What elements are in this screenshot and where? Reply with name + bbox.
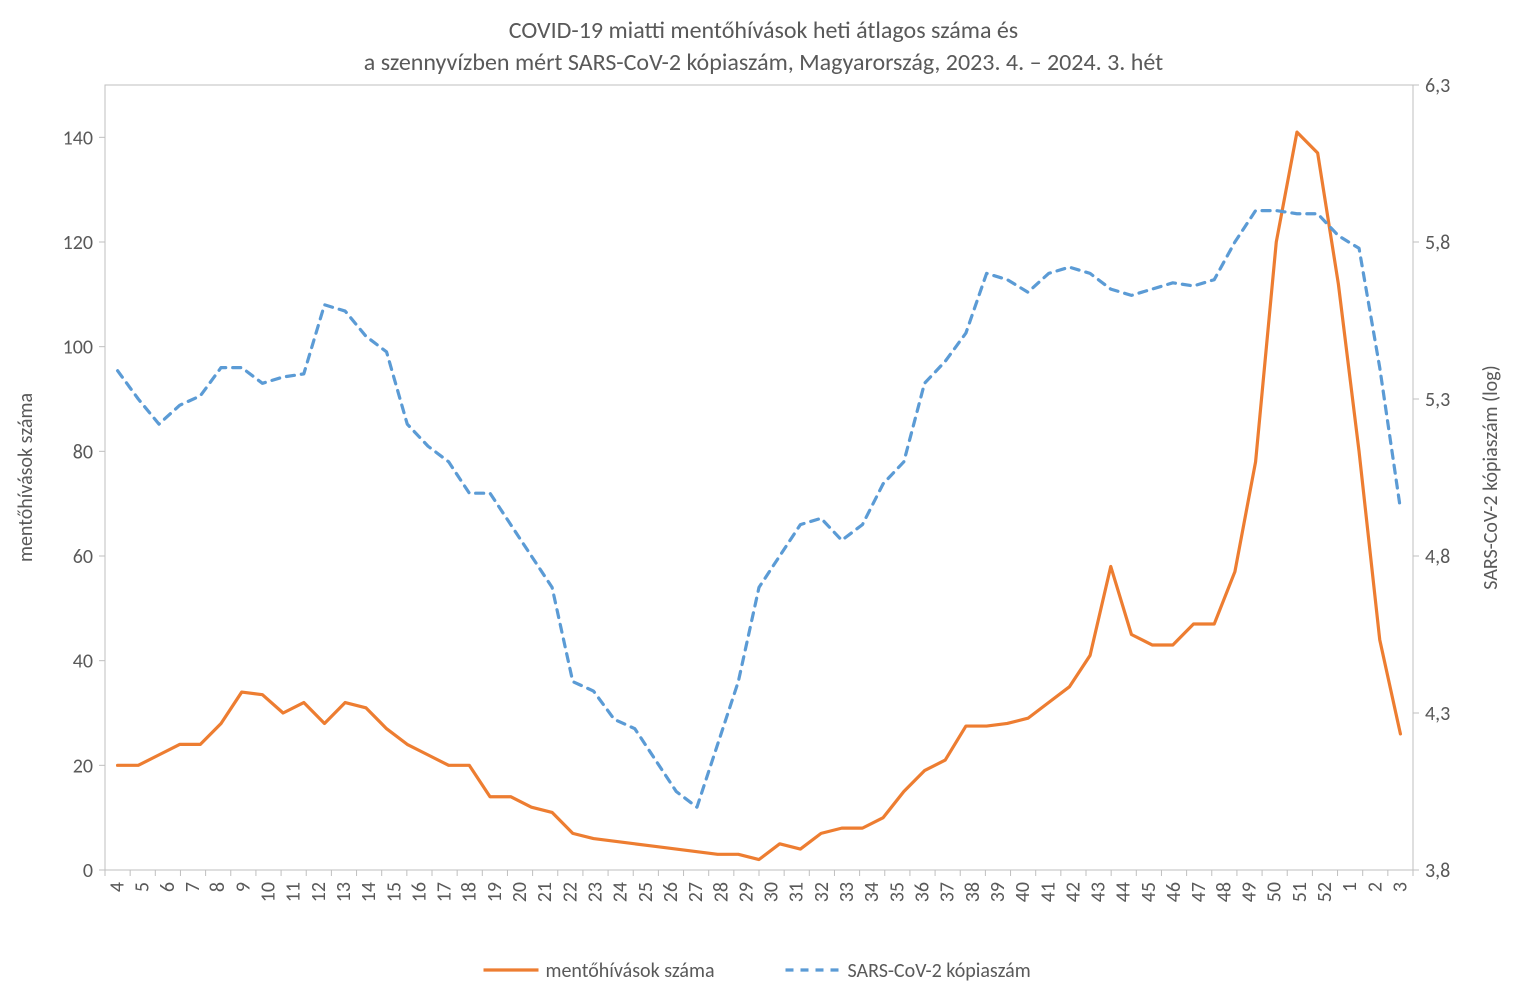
x-tick-label: 10	[257, 882, 281, 902]
x-tick-label: 39	[986, 882, 1010, 902]
y-left-tick-label: 140	[63, 126, 93, 150]
y-left-tick-label: 100	[63, 336, 93, 360]
plot-border	[105, 85, 1413, 870]
x-tick-label: 9	[231, 882, 255, 892]
x-tick-label: 23	[584, 882, 608, 902]
x-tick-label: 24	[609, 882, 633, 902]
x-tick-label: 51	[1288, 882, 1312, 902]
x-tick-label: 25	[634, 882, 658, 902]
x-tick-label: 44	[1112, 882, 1136, 902]
x-tick-label: 35	[885, 882, 909, 902]
chart-container: COVID-19 miatti mentőhívások heti átlago…	[0, 0, 1527, 997]
y-left-tick-label: 120	[63, 231, 93, 255]
x-tick-label: 49	[1238, 882, 1262, 902]
x-tick-label: 52	[1313, 882, 1337, 902]
x-tick-label: 5	[131, 882, 155, 892]
x-tick-label: 33	[835, 882, 859, 902]
x-tick-label: 30	[760, 882, 784, 902]
chart-title-line1: COVID-19 miatti mentőhívások heti átlago…	[509, 16, 1018, 45]
x-tick-label: 1	[1338, 882, 1362, 892]
x-tick-label: 13	[332, 882, 356, 902]
x-tick-label: 29	[734, 882, 758, 902]
x-tick-label: 46	[1162, 882, 1186, 902]
x-tick-label: 48	[1212, 882, 1236, 902]
x-tick-label: 47	[1187, 882, 1211, 902]
x-tick-label: 8	[206, 882, 230, 892]
x-tick-label: 6	[156, 882, 180, 892]
y-right-tick-label: 5,3	[1425, 388, 1450, 412]
x-tick-label: 20	[508, 882, 532, 902]
y-left-tick-label: 60	[73, 545, 93, 569]
x-tick-label: 31	[785, 882, 809, 902]
y-right-tick-label: 3,8	[1425, 859, 1450, 883]
x-tick-label: 14	[357, 882, 381, 902]
x-tick-label: 43	[1087, 882, 1111, 902]
legend-label: mentőhívások száma	[546, 959, 715, 983]
x-tick-label: 45	[1137, 882, 1161, 902]
x-tick-label: 19	[483, 882, 507, 902]
x-tick-label: 7	[181, 882, 205, 892]
y-right-tick-label: 4,3	[1425, 702, 1450, 726]
x-tick-label: 17	[433, 882, 457, 902]
x-tick-label: 3	[1388, 882, 1412, 892]
legend-label: SARS-CoV-2 kópiaszám	[848, 959, 1031, 983]
chart-title-line2: a szennyvízben mért SARS-CoV-2 kópiaszám…	[364, 48, 1163, 77]
x-tick-label: 15	[382, 882, 406, 902]
x-tick-label: 38	[961, 882, 985, 902]
x-tick-label: 4	[106, 882, 130, 892]
y-left-tick-label: 40	[73, 650, 93, 674]
chart-svg: COVID-19 miatti mentőhívások heti átlago…	[0, 0, 1527, 997]
x-tick-label: 22	[558, 882, 582, 902]
x-tick-label: 50	[1263, 882, 1287, 902]
y-left-axis-label: mentőhívások száma	[14, 393, 38, 562]
x-tick-label: 26	[659, 882, 683, 902]
y-left-tick-label: 0	[83, 859, 93, 883]
x-tick-label: 16	[407, 882, 431, 902]
y-right-tick-label: 4,8	[1425, 545, 1450, 569]
x-tick-label: 11	[282, 882, 306, 902]
y-right-tick-label: 6,3	[1425, 74, 1450, 98]
y-right-axis-label: SARS-CoV-2 kópiaszám (log)	[1479, 365, 1503, 589]
series-line	[118, 211, 1401, 808]
y-right-tick-label: 5,8	[1425, 231, 1450, 255]
series-line	[118, 132, 1401, 859]
x-tick-label: 34	[860, 882, 884, 902]
x-tick-label: 21	[533, 882, 557, 902]
x-tick-label: 41	[1036, 882, 1060, 902]
x-tick-label: 42	[1061, 882, 1085, 902]
x-tick-label: 18	[458, 882, 482, 902]
x-tick-label: 27	[684, 882, 708, 902]
x-tick-label: 37	[936, 882, 960, 902]
y-left-tick-label: 20	[73, 754, 93, 778]
y-left-tick-label: 80	[73, 440, 93, 464]
x-tick-label: 28	[709, 882, 733, 902]
x-tick-label: 2	[1363, 882, 1387, 892]
x-tick-label: 12	[307, 882, 331, 902]
x-tick-label: 32	[810, 882, 834, 902]
x-tick-label: 40	[1011, 882, 1035, 902]
x-tick-label: 36	[911, 882, 935, 902]
